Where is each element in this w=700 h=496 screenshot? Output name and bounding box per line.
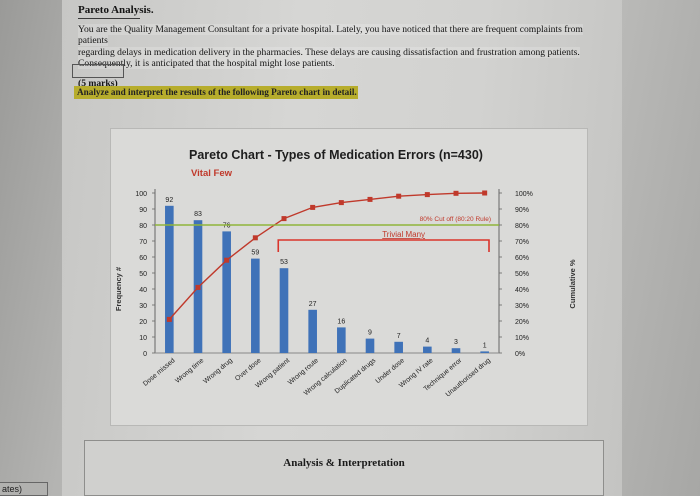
y2-tick-label: 70% [515, 239, 529, 246]
marks-box [72, 64, 124, 78]
bar-value-label: 1 [483, 342, 487, 349]
question-paragraph: You are the Quality Management Consultan… [78, 24, 598, 70]
bar-value-label: 76 [223, 222, 231, 229]
x-tick-label: Wrong time [174, 357, 205, 385]
instruction-highlight: Analyze and interpret the results of the… [74, 86, 358, 99]
cumulative-point [367, 196, 373, 202]
bar [279, 268, 289, 353]
pareto-chart-svg: Pareto Chart - Types of Medication Error… [114, 148, 577, 399]
y2-tick-label: 80% [515, 223, 529, 230]
bar [251, 258, 260, 353]
cumulative-point [252, 235, 258, 241]
cumulative-line [166, 190, 488, 322]
paragraph-line-3: Consequently, it is anticipated that the… [78, 58, 335, 70]
y-tick-label: 10 [139, 335, 147, 342]
question-title: Pareto Analysis. [78, 4, 154, 16]
question-header: Pareto Analysis. You are the Quality Man… [78, 4, 598, 89]
y2-tick-label: 100% [515, 191, 533, 198]
y2-tick-label: 0% [515, 351, 525, 358]
cumulative-point [453, 190, 459, 196]
chart-title: Pareto Chart - Types of Medication Error… [189, 148, 483, 162]
cumulative-point [482, 190, 488, 196]
bar-value-label: 53 [280, 259, 288, 266]
y2-tick-label: 30% [515, 303, 529, 310]
trivial-many-bracket [277, 239, 490, 252]
y2-tick-label: 20% [515, 319, 529, 326]
title-underline [78, 18, 140, 19]
bar-value-label: 7 [397, 333, 401, 340]
bar [222, 231, 231, 353]
bar-value-label: 16 [337, 318, 345, 325]
cumulative-point [166, 316, 172, 322]
cumulative-polyline [168, 192, 485, 320]
bar [394, 341, 403, 353]
cumulative-point [396, 193, 402, 199]
analysis-label: Analysis & Interpretation [283, 457, 405, 469]
bar [365, 338, 375, 353]
bar [308, 309, 317, 353]
bar [337, 327, 346, 353]
bar-value-label: 3 [454, 339, 458, 346]
y-tick-label: 60 [139, 255, 147, 262]
x-tick-label: Over dose [234, 357, 263, 383]
bar [480, 351, 489, 353]
x-tick-label: Wrong drug [202, 357, 234, 385]
y-tick-label: 40 [139, 287, 147, 294]
analysis-box[interactable]: Analysis & Interpretation [84, 440, 604, 496]
bar [423, 346, 432, 353]
y2-tick-label: 10% [515, 335, 529, 342]
chart-subtitle: Vital Few [191, 168, 233, 179]
threshold-label: 80% Cut off (80:20 Rule) [420, 216, 491, 223]
bar [165, 205, 174, 353]
y-tick-label: 80 [139, 223, 147, 230]
bar-value-label: 92 [165, 197, 173, 204]
cumulative-point [281, 216, 287, 222]
y-tick-label: 100 [135, 191, 147, 198]
y2-tick-label: 90% [515, 207, 529, 214]
paragraph-line-2: regarding delays in medication delivery … [78, 46, 580, 58]
y-tick-label: 50 [139, 271, 147, 278]
y2-axis-label: Cumulative % [568, 259, 577, 309]
pareto-chart: Pareto Chart - Types of Medication Error… [110, 128, 588, 426]
bar-value-label: 83 [194, 211, 202, 218]
y2-tick-label: 40% [515, 287, 529, 294]
paragraph-line-1: You are the Quality Management Consultan… [78, 24, 583, 47]
y-tick-label: 0 [143, 351, 147, 358]
side-tab-fragment: ates) [0, 482, 48, 496]
y-tick-label: 30 [139, 303, 147, 310]
cumulative-point [195, 284, 201, 290]
chart-axes: 1009080706050403020100100%90%80%70%60%50… [135, 189, 533, 358]
y2-tick-label: 60% [515, 255, 529, 262]
bar-value-label: 59 [251, 250, 259, 257]
chart-annotations: 80% Cut off (80:20 Rule) Trivial Many [155, 216, 499, 252]
bar [451, 348, 461, 353]
bar-value-label: 4 [425, 338, 429, 345]
y-tick-label: 70 [139, 239, 147, 246]
y-tick-label: 90 [139, 207, 147, 214]
marks-label: (5 marks) [78, 77, 118, 89]
cumulative-point [424, 192, 430, 198]
y-tick-label: 20 [139, 319, 147, 326]
bar-value-label: 9 [368, 330, 372, 337]
chart-bars: 92 Dose missed 83 Wrong time 76 Wrong drug 59 O… [142, 197, 492, 399]
cumulative-point [224, 257, 230, 263]
y-axis-label: Frequency # [114, 266, 123, 311]
cumulative-point [310, 204, 316, 210]
cumulative-point [338, 200, 344, 206]
y2-tick-label: 50% [515, 271, 529, 278]
bar-value-label: 27 [309, 301, 317, 308]
trivial-many-label: Trivial Many [382, 230, 425, 239]
x-tick-label: Dose missed [142, 357, 177, 388]
